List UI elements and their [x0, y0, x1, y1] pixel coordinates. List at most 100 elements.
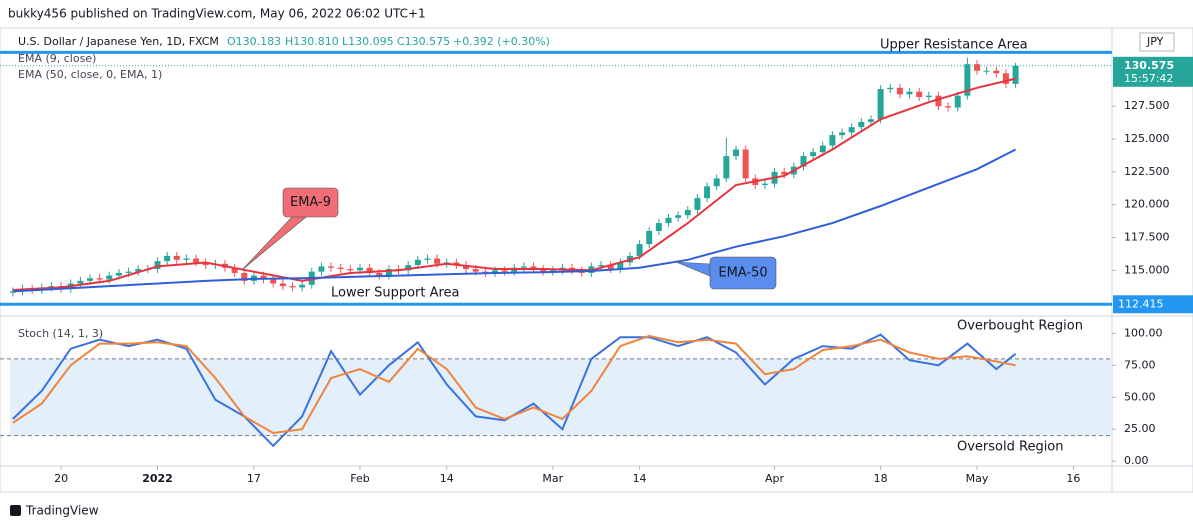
- published-note: bukky456 published on TradingView.com, M…: [8, 7, 426, 21]
- candle-body: [867, 119, 874, 122]
- candle-body: [48, 286, 55, 288]
- x-tick-label: 14: [633, 472, 647, 485]
- candle-body: [87, 278, 94, 281]
- candle-body: [1002, 73, 1009, 84]
- y-tick-label: 127.500: [1124, 99, 1170, 112]
- candle-body: [453, 262, 460, 266]
- last-price-label: 130.575: [1124, 59, 1174, 72]
- annotation: Oversold Region: [957, 440, 1064, 455]
- candle-body: [1012, 65, 1019, 84]
- y-tick-label: 25.00: [1124, 422, 1156, 435]
- x-tick-label: Feb: [350, 472, 369, 485]
- candle-body: [819, 145, 826, 153]
- candle-body: [530, 266, 537, 270]
- candle-body: [164, 255, 171, 262]
- ohlc-value: H130.810: [285, 35, 339, 48]
- annotation: Overbought Region: [957, 319, 1083, 334]
- candle-body: [376, 272, 383, 276]
- candle-body: [385, 269, 392, 276]
- x-tick-label: 18: [874, 472, 888, 485]
- series-line: [12, 148, 1017, 293]
- level-tag: [1113, 295, 1193, 314]
- level-label: 112.415: [1118, 297, 1164, 310]
- candle-body: [964, 64, 971, 96]
- candle-body: [337, 267, 344, 270]
- series-line: [12, 334, 1016, 435]
- callout-label: EMA-9: [290, 195, 331, 210]
- candle-body: [260, 275, 267, 280]
- ohlc-value: O130.183: [227, 35, 281, 48]
- callout-box: [709, 256, 777, 290]
- candle-body: [684, 209, 691, 216]
- x-tick-label: Mar: [542, 472, 563, 485]
- candle-body: [434, 258, 441, 264]
- candle-body: [328, 266, 335, 268]
- candle-body: [636, 244, 643, 256]
- candle-body: [414, 259, 421, 266]
- y-tick-label: 100.00: [1124, 326, 1163, 339]
- x-tick-label: 17: [247, 472, 261, 485]
- legend-entry: EMA (50, close, 0, EMA, 1): [18, 68, 162, 81]
- candle-body: [520, 266, 527, 268]
- y-tick-label: 125.000: [1124, 132, 1170, 145]
- candle-body: [916, 91, 923, 97]
- ohlc-value: +0.392 (+0.30%): [453, 35, 550, 48]
- candle-body: [993, 70, 1000, 74]
- candle-body: [945, 106, 952, 108]
- candle-body: [231, 267, 238, 273]
- candle-body: [598, 265, 605, 267]
- y-tick-label: 120.000: [1124, 198, 1170, 211]
- candle-body: [9, 291, 16, 293]
- candle-body: [742, 149, 749, 179]
- callout-box: [282, 187, 339, 218]
- logo: [10, 505, 21, 516]
- x-tick-label: 2022: [142, 472, 173, 485]
- symbol: U.S. Dollar / Japanese Yen, 1D, FXCM: [18, 35, 219, 48]
- chart-frame: [0, 27, 1193, 493]
- candle-body: [665, 217, 672, 224]
- candle-body: [405, 265, 412, 271]
- currency-tag: [1139, 32, 1175, 52]
- candle-body: [906, 91, 913, 95]
- candle-body: [655, 223, 662, 231]
- candle-body: [974, 64, 981, 71]
- candle-body: [877, 89, 884, 120]
- candle-body: [935, 95, 942, 107]
- annotation: Lower Support Area: [331, 286, 460, 301]
- candle-body: [704, 186, 711, 199]
- candle-body: [761, 183, 768, 185]
- x-tick-label: 14: [440, 472, 454, 485]
- candle-body: [646, 230, 653, 245]
- candle-body: [96, 278, 103, 280]
- candle-body: [800, 156, 807, 167]
- countdown: 15:57:42: [1124, 72, 1173, 85]
- candle-body: [366, 267, 373, 273]
- candle-body: [289, 286, 296, 288]
- x-tick-label: May: [966, 472, 989, 485]
- y-tick-label: 75.00: [1124, 358, 1156, 371]
- y-tick-label: 122.500: [1124, 165, 1170, 178]
- candle-body: [106, 275, 113, 280]
- band: [10, 358, 1112, 436]
- y-tick-label: 115.000: [1124, 263, 1170, 276]
- candle-body: [896, 87, 903, 95]
- currency: JPY: [1146, 35, 1164, 48]
- candle-body: [183, 258, 190, 260]
- candle-body: [887, 87, 894, 90]
- candle-body: [154, 261, 161, 270]
- candle-body: [694, 198, 701, 210]
- candle-body: [732, 149, 739, 157]
- candle-body: [549, 270, 556, 272]
- candle-body: [279, 283, 286, 287]
- candle-body: [173, 255, 180, 260]
- candle-body: [829, 135, 836, 146]
- candle-body: [356, 267, 363, 271]
- candle-body: [501, 270, 508, 272]
- x-tick-label: 16: [1066, 472, 1080, 485]
- callout-label: EMA-50: [718, 266, 767, 281]
- y-tick-label: 117.500: [1124, 231, 1170, 244]
- candle-body: [318, 266, 325, 272]
- candle-body: [540, 269, 547, 272]
